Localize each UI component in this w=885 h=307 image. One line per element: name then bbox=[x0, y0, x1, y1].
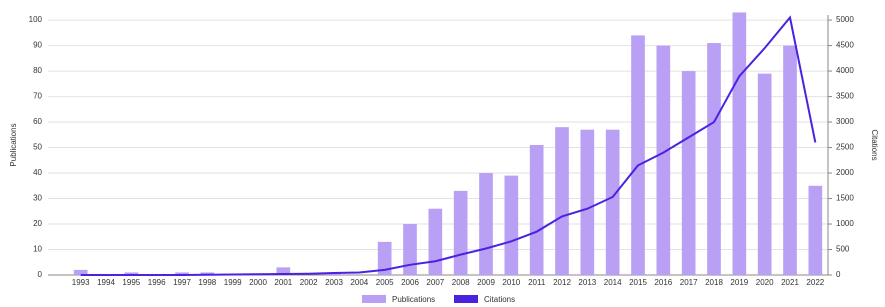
y-tick-label: 90 bbox=[33, 41, 42, 50]
x-tick-label: 2007 bbox=[426, 278, 444, 287]
legend-label: Publications bbox=[392, 295, 435, 304]
y-tick-label: 10 bbox=[33, 245, 42, 254]
x-tick-label: 2004 bbox=[350, 278, 368, 287]
y2-tick-label: 4500 bbox=[836, 41, 854, 50]
chart: Publications Citations 0 10 20 30 40 50 60 70 80… bbox=[0, 0, 885, 307]
bar bbox=[631, 35, 645, 275]
x-tick-label: 1995 bbox=[122, 278, 140, 287]
y2-tick-label: 4000 bbox=[836, 66, 854, 75]
x-tick-label: 2005 bbox=[376, 278, 394, 287]
bar bbox=[783, 46, 797, 275]
x-tick-label: 2013 bbox=[578, 278, 596, 287]
bar bbox=[656, 46, 670, 275]
y-tick-label: 40 bbox=[33, 168, 42, 177]
x-tick-label: 1997 bbox=[173, 278, 191, 287]
x-tick-label: 2011 bbox=[528, 278, 546, 287]
x-tick-label: 2003 bbox=[325, 278, 343, 287]
legend-label: Citations bbox=[484, 295, 515, 304]
y2-tick-label: 2500 bbox=[836, 143, 854, 152]
x-tick-label: 2019 bbox=[730, 278, 748, 287]
x-tick-label: 2000 bbox=[249, 278, 267, 287]
legend-swatch bbox=[454, 295, 478, 303]
bar bbox=[682, 71, 696, 275]
x-tick-label: 2008 bbox=[452, 278, 470, 287]
bar bbox=[530, 145, 544, 275]
bar bbox=[403, 224, 417, 275]
bar bbox=[707, 43, 721, 275]
x-tick-label: 2001 bbox=[274, 278, 292, 287]
bar bbox=[479, 173, 493, 275]
x-tick-label: 1998 bbox=[198, 278, 216, 287]
y-tick-label: 70 bbox=[33, 92, 42, 101]
y2-tick-label: 3000 bbox=[836, 117, 854, 126]
y-tick-label: 20 bbox=[33, 219, 42, 228]
bar bbox=[454, 191, 468, 275]
x-tick-label: 1993 bbox=[72, 278, 90, 287]
x-tick-label: 2012 bbox=[553, 278, 571, 287]
x-tick-label: 2018 bbox=[705, 278, 723, 287]
y2-tick-label: 3500 bbox=[836, 92, 854, 101]
x-tick-label: 2021 bbox=[781, 278, 799, 287]
x-tick-label: 2020 bbox=[756, 278, 774, 287]
x-tick-label: 1999 bbox=[224, 278, 242, 287]
y-tick-label: 50 bbox=[33, 143, 42, 152]
x-tick-label: 2010 bbox=[502, 278, 520, 287]
x-tick-label: 2017 bbox=[680, 278, 698, 287]
bar bbox=[758, 74, 772, 275]
legend-swatch bbox=[362, 295, 386, 303]
bar bbox=[504, 176, 518, 275]
x-tick-label: 2002 bbox=[300, 278, 318, 287]
bar bbox=[808, 186, 822, 275]
y-tick-label: 80 bbox=[33, 66, 42, 75]
x-tick-label: 2015 bbox=[629, 278, 647, 287]
y2-tick-label: 1000 bbox=[836, 219, 854, 228]
bar bbox=[732, 12, 746, 275]
y-tick-label: 100 bbox=[29, 15, 43, 24]
y-tick-label: 60 bbox=[33, 117, 42, 126]
x-tick-label: 1996 bbox=[148, 278, 166, 287]
bar bbox=[428, 209, 442, 275]
y-tick-label: 30 bbox=[33, 194, 42, 203]
x-tick-label: 2022 bbox=[806, 278, 824, 287]
x-tick-label: 1994 bbox=[97, 278, 115, 287]
y-axis-label: Publications bbox=[9, 123, 18, 166]
bar bbox=[555, 127, 569, 275]
y2-tick-label: 0 bbox=[836, 270, 841, 279]
y2-tick-label: 1500 bbox=[836, 194, 854, 203]
x-tick-label: 2006 bbox=[401, 278, 419, 287]
y2-axis-label: Citations bbox=[870, 129, 879, 160]
x-tick-label: 2016 bbox=[654, 278, 672, 287]
line bbox=[81, 18, 816, 275]
x-tick-label: 2014 bbox=[604, 278, 622, 287]
bar bbox=[580, 130, 594, 275]
y2-tick-label: 500 bbox=[836, 245, 850, 254]
bar bbox=[606, 130, 620, 275]
y2-tick-label: 2000 bbox=[836, 168, 854, 177]
y2-tick-label: 5000 bbox=[836, 15, 854, 24]
x-tick-label: 2009 bbox=[477, 278, 495, 287]
y-tick-label: 0 bbox=[38, 270, 43, 279]
